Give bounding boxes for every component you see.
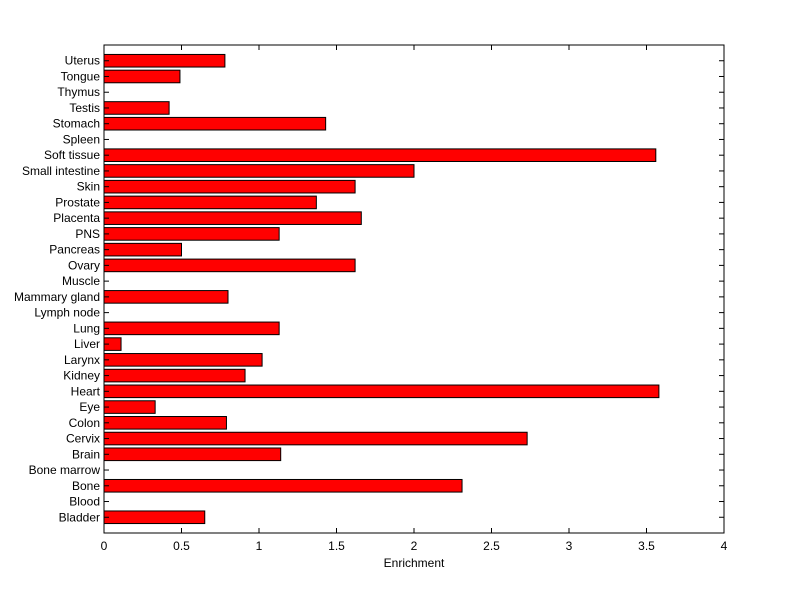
y-tick-label-stomach: Stomach xyxy=(53,117,100,131)
x-axis-label: Enrichment xyxy=(384,556,445,570)
bar-pns xyxy=(103,227,280,241)
plot-frame xyxy=(103,44,725,534)
y-tick-label-uterus: Uterus xyxy=(65,54,100,68)
x-tick-label: 2 xyxy=(411,539,418,553)
y-tick-label-small-intestine: Small intestine xyxy=(22,164,100,178)
bar-lung xyxy=(103,321,280,336)
bar-tongue xyxy=(103,69,181,84)
y-tick-label-larynx: Larynx xyxy=(64,353,100,367)
x-tick-label: 0 xyxy=(101,539,108,553)
y-tick-label-mammary-gland: Mammary gland xyxy=(14,290,100,304)
y-tick-label-spleen: Spleen xyxy=(63,132,100,146)
bar-stomach xyxy=(103,116,327,131)
y-tick-label-blood: Blood xyxy=(69,495,100,509)
y-tick-label-liver: Liver xyxy=(74,337,100,351)
y-tick-label-heart: Heart xyxy=(71,384,101,398)
y-tick-label-lung: Lung xyxy=(73,321,100,335)
x-tick-label: 0.5 xyxy=(173,539,190,553)
y-tick-label-brain: Brain xyxy=(72,447,100,461)
bar-uterus xyxy=(103,53,226,68)
y-tick-label-skin: Skin xyxy=(77,180,100,194)
y-tick-label-bladder: Bladder xyxy=(59,510,100,524)
x-tick-label: 4 xyxy=(721,539,728,553)
bar-larynx xyxy=(103,353,263,367)
y-tick-label-eye: Eye xyxy=(79,400,100,414)
bar-testis xyxy=(103,101,170,115)
x-tick-label: 3.5 xyxy=(638,539,655,553)
x-tick-label: 2.5 xyxy=(483,539,500,553)
y-tick-label-prostate: Prostate xyxy=(55,195,100,209)
bar-kidney xyxy=(103,368,246,383)
y-tick-label-tongue: Tongue xyxy=(61,69,101,83)
bar-pancreas xyxy=(103,242,182,257)
y-tick-label-pns: PNS xyxy=(75,227,100,241)
y-tick-label-cervix: Cervix xyxy=(66,432,100,446)
bar-placenta xyxy=(103,211,362,225)
bar-cervix xyxy=(103,431,528,446)
x-tick-label: 1 xyxy=(256,539,263,553)
y-tick-label-muscle: Muscle xyxy=(62,274,100,288)
y-tick-label-colon: Colon xyxy=(69,416,100,430)
bar-eye xyxy=(103,400,156,414)
y-tick-label-kidney: Kidney xyxy=(63,369,100,383)
bar-bladder xyxy=(103,510,206,525)
bar-colon xyxy=(103,416,227,430)
x-tick-label: 1.5 xyxy=(328,539,345,553)
y-tick-label-placenta: Placenta xyxy=(53,211,100,225)
y-tick-label-bone: Bone xyxy=(72,479,100,493)
y-tick-label-testis: Testis xyxy=(69,101,100,115)
bar-small-intestine xyxy=(103,164,415,178)
tick-group xyxy=(103,45,725,533)
x-tick-label: 3 xyxy=(566,539,573,553)
y-tick-label-bone-marrow: Bone marrow xyxy=(29,463,101,477)
bar-bone xyxy=(103,478,463,493)
bar-soft-tissue xyxy=(103,148,657,162)
bar-ovary xyxy=(103,258,356,273)
bar-skin xyxy=(103,179,356,194)
y-tick-label-lymph-node: Lymph node xyxy=(34,306,100,320)
x-tick-label-group: 0 0.5 1 1.5 2 2.5 3 3.5 4 xyxy=(101,539,728,553)
y-tick-label-soft-tissue: Soft tissue xyxy=(44,148,100,162)
bar-mammary-gland xyxy=(103,290,229,304)
bar-prostate xyxy=(103,195,317,210)
bar-brain xyxy=(103,447,282,462)
bar-heart xyxy=(103,384,660,399)
y-tick-label-pancreas: Pancreas xyxy=(49,243,100,257)
y-tick-label-ovary: Ovary xyxy=(68,258,100,272)
y-tick-label-thymus: Thymus xyxy=(57,85,100,99)
